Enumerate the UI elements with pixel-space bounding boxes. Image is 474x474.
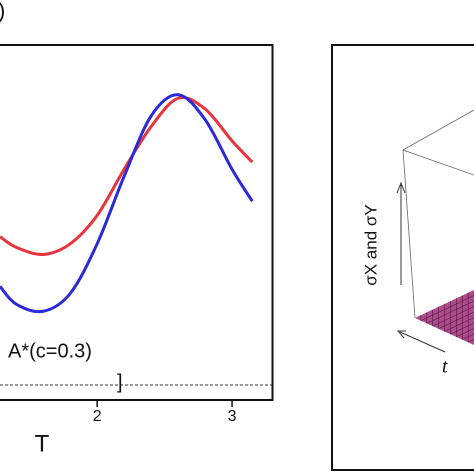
grid-strand	[456, 328, 474, 338]
x-tick-label: 2	[93, 408, 102, 425]
grid-strand	[432, 306, 474, 327]
surface-grid	[420, 292, 474, 343]
annotation: A*(c=0.3)	[8, 340, 92, 362]
t-arrow	[399, 331, 446, 353]
z-arrow-head	[396, 181, 406, 194]
grid-strand	[444, 317, 474, 332]
cube	[402, 109, 474, 319]
panel-label: )	[0, 0, 5, 23]
t-arrow-head	[396, 330, 406, 339]
grid-strand	[467, 339, 474, 343]
bracket: ]	[117, 371, 123, 393]
x-tick-label: 3	[228, 408, 237, 425]
line-series	[0, 93, 254, 314]
grid-strand	[420, 295, 474, 321]
t-axis-label: t	[442, 356, 448, 378]
z-axis-label: σX and σY	[361, 204, 380, 285]
panel-frame	[331, 44, 474, 471]
x-axis-label: T	[35, 430, 50, 457]
line-series	[0, 96, 254, 256]
plot-frame	[0, 44, 274, 401]
